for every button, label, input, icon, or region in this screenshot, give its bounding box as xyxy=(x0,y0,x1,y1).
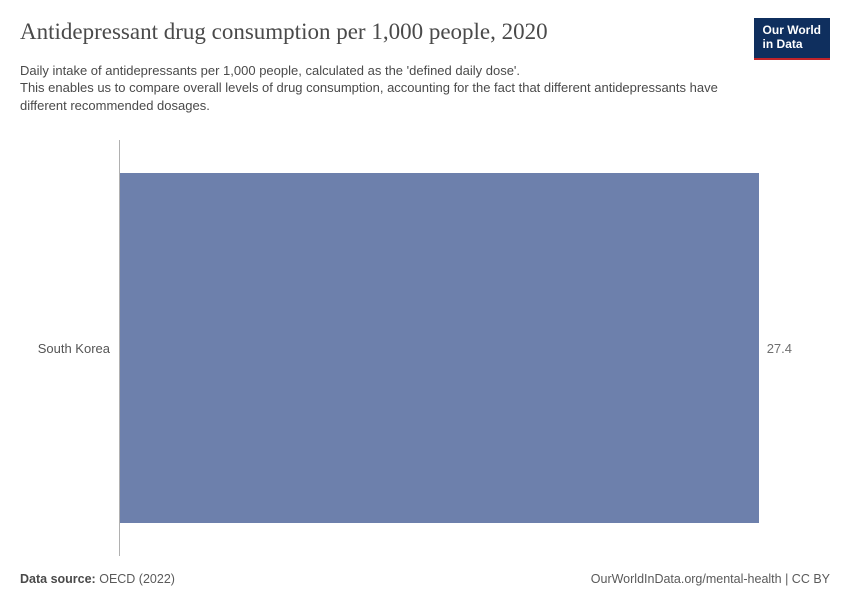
chart-title: Antidepressant drug consumption per 1,00… xyxy=(20,18,548,46)
bar xyxy=(120,173,759,522)
plot-region: South Korea27.4 xyxy=(120,140,792,556)
chart-container: Antidepressant drug consumption per 1,00… xyxy=(0,0,850,600)
data-source-label: Data source: xyxy=(20,572,96,586)
bar-row: South Korea27.4 xyxy=(120,173,792,522)
header-row: Antidepressant drug consumption per 1,00… xyxy=(20,18,830,60)
data-source-value: OECD (2022) xyxy=(99,572,175,586)
chart-subtitle: Daily intake of antidepressants per 1,00… xyxy=(20,62,760,115)
footer: Data source: OECD (2022) OurWorldInData.… xyxy=(20,566,830,586)
owid-logo: Our World in Data xyxy=(754,18,830,60)
bar-value: 27.4 xyxy=(767,341,792,356)
chart-area: South Korea 27.4 xyxy=(20,140,830,556)
data-source: Data source: OECD (2022) xyxy=(20,572,175,586)
attribution: OurWorldInData.org/mental-health | CC BY xyxy=(591,572,830,586)
header-text: Antidepressant drug consumption per 1,00… xyxy=(20,18,548,52)
category-label: South Korea xyxy=(38,341,110,356)
